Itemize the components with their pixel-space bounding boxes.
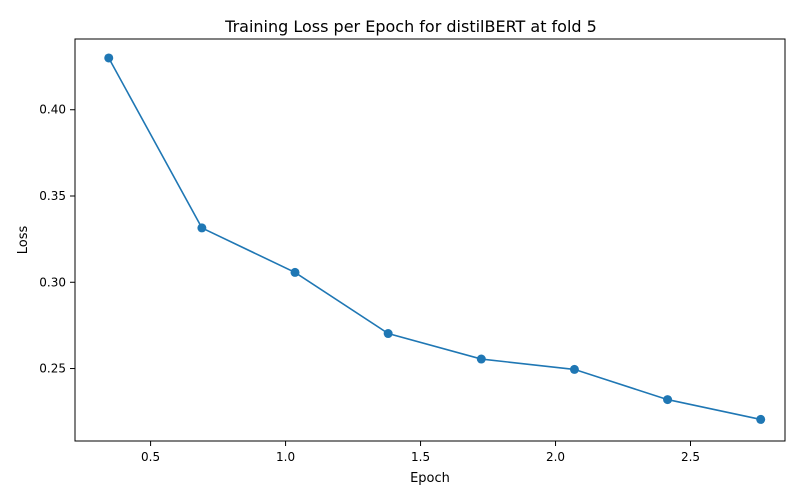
- x-tick-label: 2.0: [546, 450, 565, 464]
- loss-point: [476, 354, 486, 364]
- x-tick-label: 0.5: [141, 450, 160, 464]
- x-tick-label: 1.0: [276, 450, 295, 464]
- y-axis-ticks: 0.25 0.30 0.35 0.40: [39, 103, 75, 376]
- loss-point: [663, 395, 673, 405]
- loss-point: [756, 414, 766, 424]
- loss-point: [383, 329, 393, 339]
- loss-line: [108, 57, 761, 421]
- y-tick-label: 0.35: [39, 189, 66, 203]
- loss-point: [569, 364, 579, 374]
- x-axis-label: Epoch: [410, 471, 450, 486]
- loss-point: [197, 223, 207, 233]
- y-axis-label: Loss: [16, 226, 31, 255]
- plot-area-frame: [74, 38, 786, 442]
- y-tick-label: 0.30: [39, 275, 66, 289]
- loss-point: [104, 53, 114, 63]
- series-layer: [104, 53, 766, 424]
- y-tick-label: 0.40: [39, 103, 66, 117]
- loss-point: [290, 267, 300, 277]
- x-tick-label: 1.5: [411, 450, 430, 464]
- x-axis-ticks: 0.5 1.0 1.5 2.0 2.5: [141, 441, 700, 464]
- x-tick-label: 2.5: [681, 450, 700, 464]
- y-tick-label: 0.25: [39, 362, 66, 376]
- chart-title: Training Loss per Epoch for distilBERT a…: [224, 17, 597, 36]
